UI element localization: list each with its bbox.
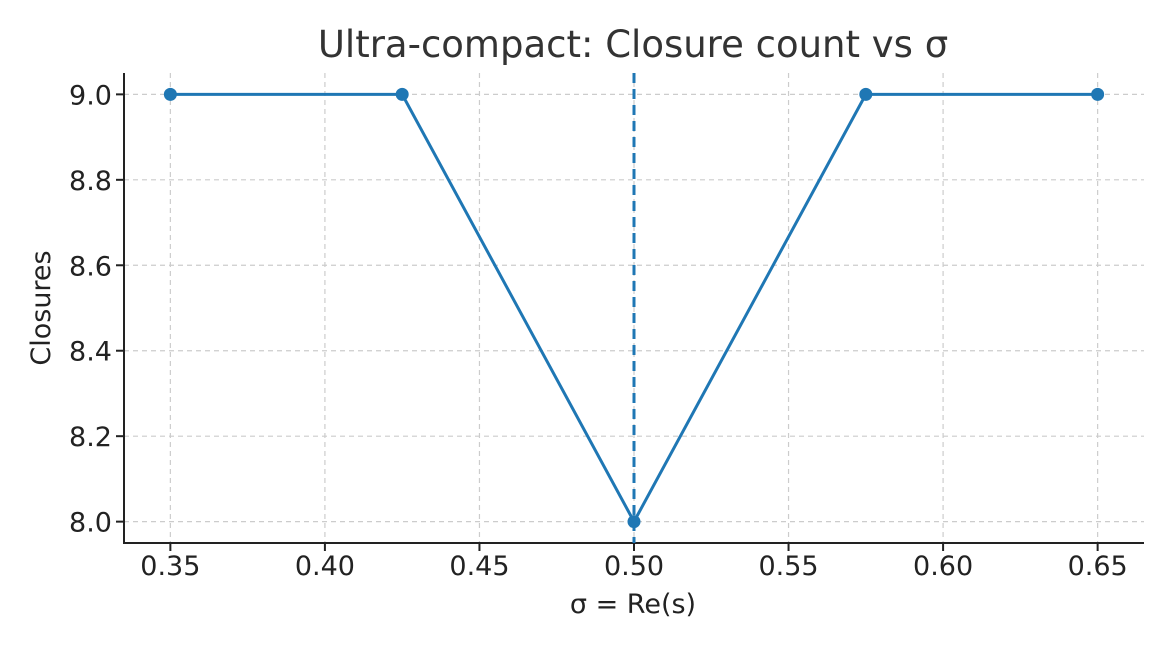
x-ticks: 0.35 0.40 0.45 0.50 0.55 0.60 0.65 xyxy=(140,543,1128,582)
y-tick-label: 8.8 xyxy=(69,166,112,197)
x-tick-label: 0.45 xyxy=(449,551,509,582)
x-tick-label: 0.35 xyxy=(140,551,200,582)
y-tick-label: 9.0 xyxy=(69,80,112,111)
y-ticks: 8.0 8.2 8.4 8.6 8.8 9.0 xyxy=(69,80,124,539)
data-point xyxy=(859,87,873,101)
y-tick-label: 8.0 xyxy=(69,508,112,539)
y-tick-label: 8.2 xyxy=(69,422,112,453)
chart-title: Ultra-compact: Closure count vs σ xyxy=(318,23,948,66)
x-tick-label: 0.50 xyxy=(604,551,664,582)
series xyxy=(163,87,1105,529)
x-axis-label: σ = Re(s) xyxy=(570,589,696,620)
y-tick-label: 8.6 xyxy=(69,251,112,282)
y-axis-label: Closures xyxy=(26,250,57,365)
data-point xyxy=(163,87,177,101)
x-tick-label: 0.40 xyxy=(295,551,355,582)
y-tick-label: 8.4 xyxy=(69,337,112,368)
x-tick-label: 0.65 xyxy=(1068,551,1128,582)
x-tick-label: 0.60 xyxy=(913,551,973,582)
x-tick-label: 0.55 xyxy=(758,551,818,582)
data-point xyxy=(395,87,409,101)
data-point xyxy=(627,515,641,529)
data-point xyxy=(1091,87,1105,101)
